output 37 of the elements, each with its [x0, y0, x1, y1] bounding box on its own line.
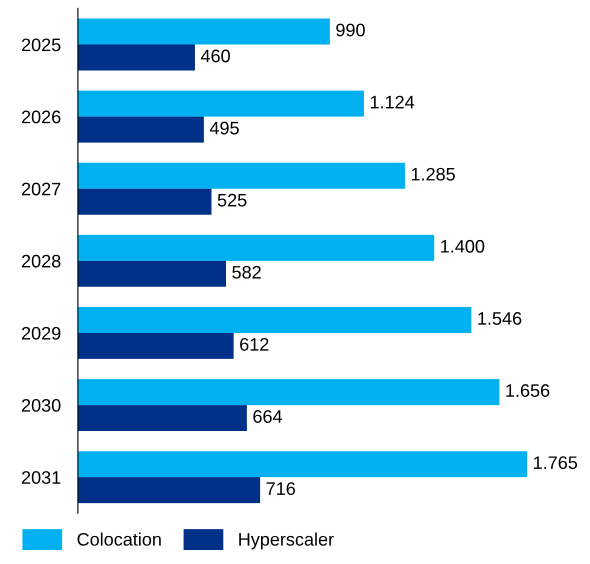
- y-tick-label: 2030: [22, 399, 61, 412]
- y-tick-label: 2029: [22, 326, 60, 340]
- data-label: 460: [200, 50, 230, 62]
- data-label: 716: [266, 482, 296, 496]
- bar: [78, 379, 500, 406]
- bar: [78, 234, 434, 261]
- bar: [78, 451, 528, 478]
- data-label: 1.285: [412, 168, 455, 181]
- bar: [78, 162, 405, 189]
- data-label: 664: [253, 410, 282, 423]
- bar: [78, 405, 247, 432]
- y-tick-label: 2031: [22, 471, 60, 484]
- data-label: 1.546: [478, 312, 522, 325]
- data-label: 582: [232, 266, 261, 279]
- bar: [78, 90, 364, 117]
- y-tick-label: 2028: [22, 254, 60, 268]
- data-label: 1.765: [534, 456, 578, 470]
- data-label: 990: [336, 24, 365, 36]
- data-label: 1.124: [370, 96, 414, 108]
- bar: [78, 44, 195, 70]
- y-tick-label: 2025: [22, 38, 60, 52]
- bar: [78, 260, 226, 287]
- bar: [78, 307, 472, 333]
- y-tick-label: 2026: [22, 110, 60, 124]
- bar: [78, 332, 234, 359]
- data-label: 525: [218, 194, 246, 207]
- legend-label: Hyperscaler: [239, 532, 334, 550]
- data-label: 1.656: [506, 384, 550, 397]
- bar: [78, 116, 204, 143]
- y-tick-label: 2027: [22, 182, 60, 196]
- bar: [78, 477, 260, 504]
- bar: [78, 18, 330, 45]
- bar: [78, 188, 212, 215]
- data-label: 495: [210, 122, 239, 134]
- data-label: 1.400: [441, 240, 484, 253]
- data-label: 612: [240, 338, 268, 351]
- legend-label: Colocation: [78, 532, 161, 546]
